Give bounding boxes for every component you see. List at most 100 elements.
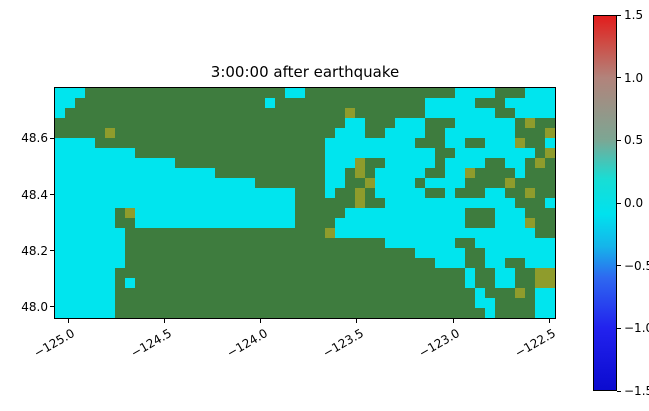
heatmap-cell [375,298,385,308]
colorbar-tick-label: 0.0 [624,196,644,210]
heatmap-cell [165,238,175,248]
heatmap-cell [505,188,515,198]
heatmap-cell [275,138,285,148]
heatmap-cell [375,218,385,228]
heatmap-cell [345,138,355,148]
heatmap-cell [225,208,235,218]
heatmap-cell [305,208,315,218]
heatmap-cell [115,198,125,208]
heatmap-cell [395,208,405,218]
heatmap-cell [525,248,535,258]
heatmap-cell [235,278,245,288]
heatmap-cell [65,188,75,198]
heatmap-cell [335,208,345,218]
heatmap-cell [95,128,105,138]
heatmap-cell [235,128,245,138]
heatmap-cell [415,108,425,118]
heatmap-cell [95,188,105,198]
heatmap-cell [105,138,115,148]
heatmap-cell [195,98,205,108]
heatmap-cell [445,298,455,308]
heatmap-cell [265,238,275,248]
heatmap-cell [185,298,195,308]
heatmap-cell [325,258,335,268]
heatmap-cell [465,298,475,308]
heatmap-cell [115,168,125,178]
heatmap-cell [385,168,395,178]
heatmap-cell [275,108,285,118]
heatmap-cell [265,198,275,208]
heatmap-cell [495,178,505,188]
heatmap-cell [205,258,215,268]
heatmap-cell [515,228,525,238]
heatmap-cell [525,138,535,148]
heatmap-cell [345,218,355,228]
heatmap-cell [105,178,115,188]
heatmap-cell [105,308,115,318]
heatmap-cell [455,238,465,248]
heatmap-cell [335,128,345,138]
heatmap-cell [225,128,235,138]
heatmap-cell [95,178,105,188]
heatmap-cell [75,158,85,168]
heatmap-cell [325,288,335,298]
heatmap-cell [295,168,305,178]
heatmap-cell [345,118,355,128]
heatmap-cell [265,228,275,238]
heatmap-cell [265,208,275,218]
heatmap-cell [395,278,405,288]
heatmap-cell [335,218,345,228]
heatmap-cell [415,98,425,108]
heatmap-cell [395,228,405,238]
tick-mark [50,250,54,252]
heatmap-cell [125,238,135,248]
heatmap-cell [435,268,445,278]
heatmap-cell [505,128,515,138]
heatmap-cell [415,158,425,168]
heatmap-cell [535,138,545,148]
heatmap-cell [65,228,75,238]
heatmap-cell [185,148,195,158]
heatmap-cell [185,178,195,188]
heatmap-cell [135,308,145,318]
heatmap-cell [335,98,345,108]
heatmap-cell [195,138,205,148]
heatmap-cell [395,108,405,118]
heatmap-cell [155,248,165,258]
heatmap-cell [385,228,395,238]
heatmap-cell [125,108,135,118]
heatmap-cell [465,118,475,128]
heatmap-cell [365,198,375,208]
heatmap-cell [275,198,285,208]
heatmap-cell [325,278,335,288]
heatmap-cell [465,138,475,148]
heatmap-cell [295,268,305,278]
heatmap-cell [535,238,545,248]
heatmap-cell [275,258,285,268]
heatmap-cell [485,148,495,158]
heatmap-cell [245,188,255,198]
heatmap-cell [265,98,275,108]
heatmap-cell [215,198,225,208]
heatmap-cell [315,228,325,238]
heatmap-cell [265,158,275,168]
heatmap-cell [335,228,345,238]
heatmap-cell [295,288,305,298]
heatmap-cell [315,188,325,198]
heatmap-cell [115,88,125,98]
heatmap-cell [305,268,315,278]
heatmap-cell [235,248,245,258]
heatmap-cell [365,308,375,318]
heatmap-cell [425,218,435,228]
heatmap-cell [245,308,255,318]
heatmap-cell [175,258,185,268]
heatmap-cell [65,248,75,258]
heatmap-cell [425,208,435,218]
heatmap-cell [345,288,355,298]
heatmap-cell [435,228,445,238]
heatmap-cell [435,88,445,98]
heatmap-cell [175,98,185,108]
heatmap-cell [345,208,355,218]
heatmap-cell [155,218,165,228]
heatmap-cell [465,128,475,138]
